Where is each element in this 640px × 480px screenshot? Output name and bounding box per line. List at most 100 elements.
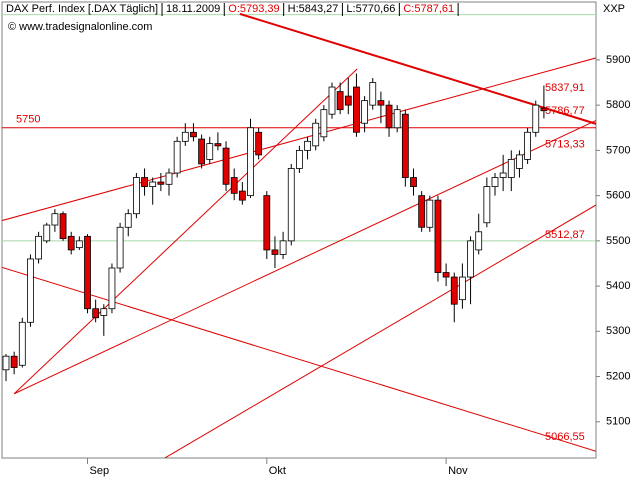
candle-body: [304, 140, 311, 151]
chart-title: DAX Perf. Index [.DAX Täglich]: [6, 3, 158, 15]
candle-body: [516, 154, 523, 169]
candle-body: [442, 272, 450, 278]
candle-body: [238, 190, 246, 201]
candle-body: [393, 109, 401, 129]
overlay: 5750 5837,91 5786,77 5713,33 5512,87 5066,55: [16, 82, 585, 443]
candle-body: [141, 177, 148, 187]
candle-body: [377, 100, 385, 106]
candle-body: [149, 181, 157, 187]
candle-body: [418, 195, 426, 228]
candle-body: [222, 147, 230, 185]
candle-body: [190, 131, 197, 138]
candle-body: [475, 231, 483, 251]
candle-body: [165, 172, 173, 185]
candle-body: [361, 100, 369, 124]
date: 18.11.2009: [166, 3, 220, 15]
candle-body: [532, 104, 540, 133]
candle-body: [247, 127, 254, 197]
candle-body: [287, 168, 295, 242]
candle-body: [410, 177, 417, 187]
candle-body: [524, 131, 531, 160]
candle-body: [198, 138, 206, 165]
candle-body: [206, 143, 214, 160]
candle-body: [157, 181, 165, 185]
candle-body: [344, 95, 352, 106]
plot: [2, 12, 596, 458]
candle-body: [124, 213, 132, 228]
ohlc-label: C:5787,61: [403, 3, 454, 15]
candle-body: [84, 235, 91, 310]
trendline-label: 5713,33: [545, 138, 585, 150]
candle-body: [279, 240, 287, 255]
candle-body: [181, 131, 189, 142]
trendline: [2, 266, 596, 452]
candle-body: [116, 226, 124, 269]
candle-body: [35, 235, 42, 260]
candle-body: [214, 143, 222, 147]
trendline-label: 5786,77: [545, 105, 585, 117]
candle-body: [295, 149, 303, 169]
candle-body: [132, 177, 140, 215]
candle-body: [18, 321, 26, 366]
candle-body: [491, 177, 499, 187]
trendline: [13, 68, 358, 395]
x-tick-label: Sep: [90, 465, 110, 477]
candle-body: [27, 258, 34, 323]
candle-body: [458, 276, 466, 301]
candle-body: [173, 140, 181, 174]
candle-body: [108, 267, 116, 310]
ohlc-label: O:5793,39: [228, 3, 279, 15]
candle-body: [271, 249, 279, 255]
plot-area: [1, 1, 597, 459]
candle-body: [434, 199, 442, 273]
y-tick-label: 5800: [606, 99, 630, 111]
candle-body: [369, 82, 377, 106]
candle-body: [43, 224, 51, 242]
candle-body: [312, 122, 320, 147]
trendline-label: 5837,91: [545, 82, 585, 94]
candle-body: [353, 86, 360, 133]
candle-body: [336, 91, 344, 111]
trendline-label: 5066,55: [545, 431, 585, 443]
y-tick-label: 5600: [606, 190, 630, 202]
candle-body: [10, 355, 18, 368]
candle-body: [499, 172, 507, 178]
y-tick-label: 5400: [606, 280, 630, 292]
candle-body: [67, 235, 75, 251]
candle-body: [92, 308, 100, 319]
candle-body: [426, 199, 434, 228]
exchange: XXP: [603, 3, 625, 15]
candle-body: [59, 213, 67, 239]
candle-body: [230, 177, 238, 194]
trendline-label: 5512,87: [545, 229, 585, 241]
candle-body: [507, 159, 515, 178]
candle-body: [328, 86, 336, 115]
ohlc-label: H:5843,27: [288, 3, 339, 15]
candle-body: [540, 107, 548, 112]
y-tick-label: 5500: [606, 235, 630, 247]
y-tick-label: 5900: [606, 54, 630, 66]
candle-body: [2, 355, 10, 371]
trendline: [2, 57, 596, 222]
y-tick-label: 5700: [606, 144, 630, 156]
hline-label: 5750: [16, 114, 40, 126]
y-tick-label: 5200: [606, 370, 630, 382]
trendline: [13, 119, 596, 395]
candle-body: [255, 131, 263, 156]
candle-body: [483, 186, 491, 224]
x-tick-label: Nov: [448, 465, 468, 477]
watermark: © www.tradesignalonline.com: [8, 21, 152, 33]
candle-body: [51, 213, 59, 226]
candle-body: [100, 308, 108, 316]
candle-body: [450, 276, 458, 305]
ohlc-label: L:5770,66: [346, 3, 395, 15]
candle-body: [467, 240, 474, 278]
y-tick-label: 5100: [606, 416, 630, 428]
candle-body: [320, 109, 328, 138]
candle-body: [401, 113, 409, 178]
candle-body: [75, 240, 83, 249]
candle-body: [385, 104, 393, 129]
trendline: [164, 204, 596, 458]
